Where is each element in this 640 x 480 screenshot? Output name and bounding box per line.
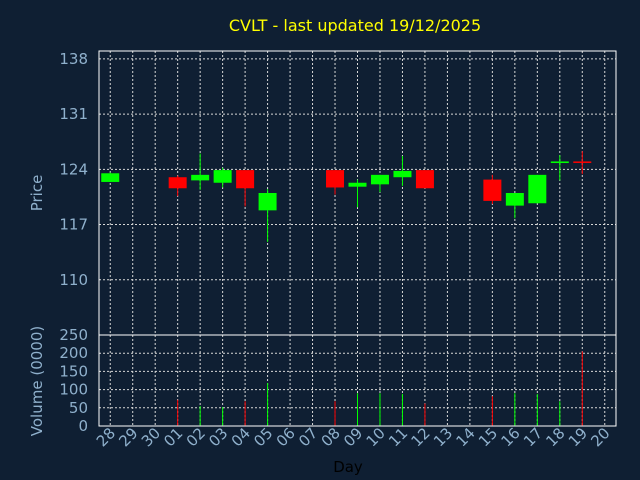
volume-grid	[99, 335, 616, 426]
volume-tick-label: 200	[59, 344, 88, 362]
candle-body	[393, 170, 412, 178]
price-tick-label: 117	[59, 216, 88, 234]
volume-axis-label: Volume (0000)	[28, 326, 46, 436]
candle-body	[483, 179, 502, 201]
price-axis-label: Price	[28, 175, 46, 212]
candle-body	[168, 177, 187, 189]
candle-body	[191, 174, 210, 181]
volume-bars	[177, 351, 583, 426]
candle-body	[213, 170, 232, 183]
candle-body	[415, 170, 434, 189]
volume-tick-label: 250	[59, 326, 88, 344]
candle-body	[370, 174, 389, 185]
candles	[101, 151, 592, 242]
candle-body	[348, 182, 367, 187]
candle-body	[505, 193, 524, 206]
price-tick-label: 124	[59, 160, 88, 178]
volume-tick-label: 0	[78, 417, 88, 435]
volume-tick-label: 100	[59, 381, 88, 399]
chart-title: CVLT - last updated 19/12/2025	[229, 16, 481, 35]
candle-body	[573, 161, 592, 163]
candle-body	[528, 174, 547, 204]
x-axis: 2829300102030405060708091011121314151617…	[93, 424, 614, 450]
volume-tick-label: 150	[59, 362, 88, 380]
price-tick-label: 131	[59, 105, 88, 123]
x-tick-label: 20	[587, 424, 613, 450]
candle-body	[258, 193, 277, 211]
x-axis-label: Day	[333, 458, 363, 476]
price-tick-label: 138	[59, 50, 88, 68]
volume-panel-frame	[98, 334, 617, 427]
candle-body	[101, 173, 120, 182]
price-tick-label: 110	[59, 271, 88, 289]
candle-body	[550, 161, 569, 164]
volume-tick-label: 50	[69, 399, 88, 417]
candle-body	[236, 170, 255, 189]
price-axis: 110 117 124 131 138	[59, 50, 88, 289]
candle-body	[326, 170, 345, 188]
